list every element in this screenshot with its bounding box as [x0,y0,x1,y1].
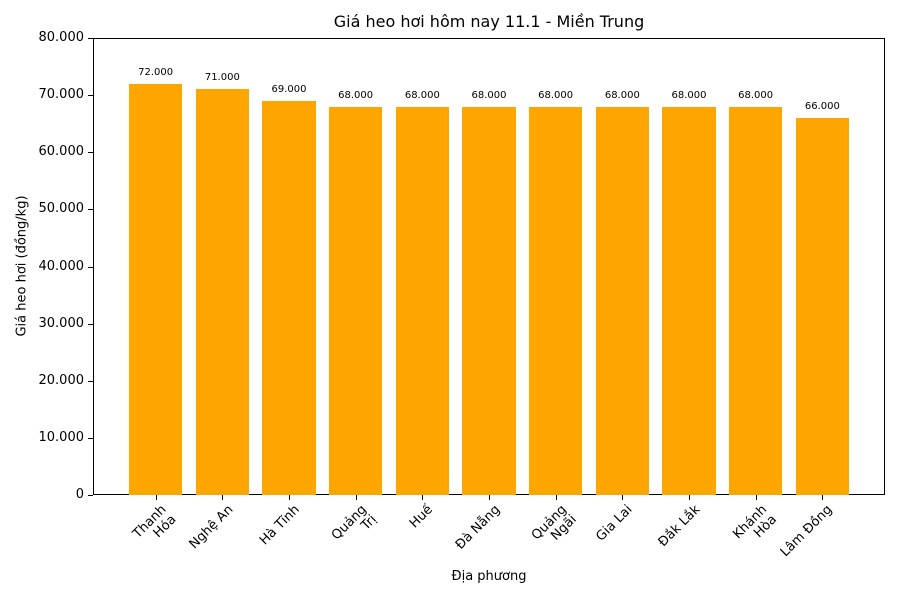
x-tick-label: Đà Nẵng [452,502,504,553]
x-tick-label: Thanh Hóa [129,502,180,542]
x-tick-label: Huế [407,502,437,532]
x-tick-mark [489,495,490,500]
bar [195,89,249,495]
x-tick-label: Gia Lai [593,502,636,545]
y-tick-label: 30.000 [38,315,85,331]
y-tick-label: 40.000 [38,258,85,274]
bar-value-label: 68.000 [671,89,707,101]
x-tick-label: Khánh Hòa [730,502,780,543]
bar-value-label: 71.000 [204,72,240,84]
y-axis-label: Giá heo hơi (đồng/kg) [14,195,30,337]
x-tick-mark [689,495,690,500]
x-tick-label: Hà Tĩnh [256,502,303,549]
y-tick-label: 0 [75,487,84,502]
y-tick-mark [88,152,93,154]
bar-value-label: 68.000 [738,89,774,101]
bar-value-label: 68.000 [471,89,507,101]
y-tick-mark [88,95,93,97]
bar [595,106,649,495]
bar [395,106,449,495]
x-tick-mark [622,495,624,500]
bar-value-label: 72.000 [138,66,174,78]
bar-value-label: 68.000 [538,89,574,101]
bar [795,117,849,495]
x-tick-label: Quảng Trị [328,502,380,544]
x-tick-mark [155,495,157,500]
x-axis-label: Địa phương [451,569,527,584]
x-tick-mark [822,495,824,500]
x-tick-mark [289,495,290,500]
y-tick-mark [88,323,93,325]
bar [729,106,783,495]
x-tick-mark [755,495,757,500]
y-tick-mark [88,209,93,211]
bar [462,106,516,495]
x-tick-label: Nghệ An [186,502,237,553]
y-tick-mark [88,437,93,439]
y-tick-label: 80.000 [38,30,85,45]
plot-area: 72.000 71.000 69.000 68.000 68.000 68.000 68.0… [93,38,885,495]
y-tick-label: 20.000 [38,372,85,388]
bar-value-label: 66.000 [804,100,840,112]
y-tick-mark [88,380,93,382]
x-tick-mark [222,495,224,500]
bar [129,83,183,495]
x-tick-mark [555,495,557,500]
bar-value-label: 69.000 [271,83,307,95]
y-tick-mark [88,266,93,268]
x-tick-label: Lâm Đồng [778,502,836,560]
y-tick-label: 10.000 [38,429,85,445]
bar-value-label: 68.000 [338,89,374,101]
bar-value-label: 68.000 [404,89,440,101]
y-tick-mark [88,495,93,496]
y-tick-label: 50.000 [38,201,85,217]
y-tick-label: 60.000 [38,144,85,160]
x-tick-label: Đắk Lắk [655,502,704,550]
x-tick-label: Quảng Ngãi [528,502,580,544]
bar [329,106,383,495]
bar [262,100,316,495]
x-tick-mark [422,495,424,500]
bar [529,106,583,495]
y-tick-label: 70.000 [38,87,85,103]
x-tick-mark [355,495,357,500]
bar-value-label: 68.000 [604,89,640,101]
chart-title: Giá heo hơi hôm nay 11.1 - Miền Trung [333,12,645,31]
y-tick-mark [88,38,93,39]
bar [662,106,716,495]
